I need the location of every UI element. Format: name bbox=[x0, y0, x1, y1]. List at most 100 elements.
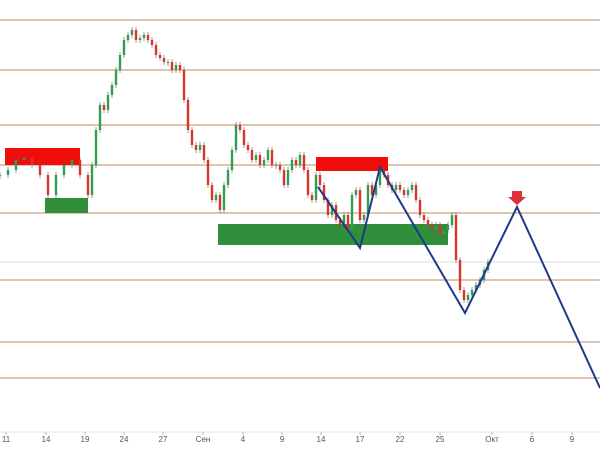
candle bbox=[186, 100, 190, 130]
candle bbox=[446, 225, 450, 230]
candle bbox=[350, 195, 354, 230]
candle bbox=[154, 45, 158, 55]
x-tick-label: Окт bbox=[485, 435, 499, 444]
candle bbox=[54, 175, 58, 195]
candle bbox=[158, 55, 162, 58]
candle bbox=[318, 175, 322, 185]
candle bbox=[254, 155, 258, 160]
candle bbox=[338, 220, 342, 225]
candle bbox=[86, 175, 90, 195]
candle bbox=[142, 35, 146, 38]
x-tick-label: 6 bbox=[530, 435, 535, 444]
candle bbox=[310, 195, 314, 200]
zone bbox=[316, 157, 388, 171]
candle bbox=[62, 165, 66, 175]
candle bbox=[250, 150, 254, 160]
x-tick-label: 19 bbox=[81, 435, 90, 444]
candle bbox=[214, 195, 218, 200]
candle bbox=[22, 158, 26, 160]
candle bbox=[374, 185, 378, 195]
candle bbox=[78, 160, 82, 175]
candle bbox=[402, 190, 406, 195]
candle bbox=[202, 145, 206, 160]
candle bbox=[342, 215, 346, 225]
candle bbox=[6, 170, 10, 175]
candle bbox=[266, 150, 270, 160]
candle bbox=[378, 170, 382, 185]
candle bbox=[94, 130, 98, 165]
candle bbox=[170, 62, 174, 70]
candle bbox=[470, 290, 474, 295]
candle bbox=[426, 220, 430, 225]
x-tick-label: 17 bbox=[356, 435, 365, 444]
candle bbox=[434, 225, 438, 230]
x-tick-label: 4 bbox=[241, 435, 246, 444]
candle bbox=[130, 30, 134, 35]
candle bbox=[46, 175, 50, 195]
candle bbox=[418, 200, 422, 215]
candle bbox=[138, 38, 142, 40]
candle bbox=[258, 155, 262, 165]
candle bbox=[274, 165, 278, 166]
candle bbox=[286, 170, 290, 185]
candle bbox=[102, 105, 106, 110]
candle bbox=[150, 40, 154, 45]
candle bbox=[218, 195, 222, 210]
candle bbox=[302, 155, 306, 170]
candle bbox=[14, 160, 18, 170]
candle bbox=[394, 185, 398, 190]
x-tick-label: 9 bbox=[280, 435, 285, 444]
candle bbox=[162, 58, 166, 62]
candle bbox=[194, 145, 198, 150]
candle bbox=[410, 185, 414, 190]
candle bbox=[206, 160, 210, 185]
candle bbox=[38, 165, 42, 175]
candle bbox=[462, 290, 466, 300]
candle bbox=[118, 55, 122, 70]
candle bbox=[98, 105, 102, 130]
candle bbox=[450, 215, 454, 225]
candle bbox=[134, 30, 138, 40]
candle bbox=[362, 215, 366, 220]
candle bbox=[174, 65, 178, 70]
candle bbox=[114, 70, 118, 85]
candle bbox=[178, 65, 182, 70]
candle bbox=[294, 160, 298, 165]
candle bbox=[30, 158, 34, 165]
candle bbox=[454, 215, 458, 260]
candle bbox=[322, 185, 326, 200]
x-tick-label: 9 bbox=[570, 435, 575, 444]
candle bbox=[166, 62, 170, 63]
candle bbox=[466, 295, 470, 300]
candle bbox=[210, 185, 214, 200]
candle bbox=[330, 205, 334, 215]
candle bbox=[438, 225, 442, 235]
candle bbox=[290, 160, 294, 170]
candle bbox=[370, 185, 374, 195]
candle bbox=[474, 285, 478, 290]
candle bbox=[458, 260, 462, 290]
zone bbox=[218, 224, 448, 245]
candle bbox=[354, 190, 358, 195]
candle bbox=[270, 150, 274, 165]
candle bbox=[110, 85, 114, 95]
x-tick-label: 25 bbox=[436, 435, 445, 444]
candle bbox=[282, 170, 286, 185]
zone bbox=[45, 198, 88, 213]
candle bbox=[442, 230, 446, 235]
candle bbox=[430, 225, 434, 230]
candle bbox=[414, 185, 418, 200]
candle bbox=[230, 150, 234, 170]
candle bbox=[242, 130, 246, 145]
candle bbox=[406, 190, 410, 195]
candle bbox=[190, 130, 194, 145]
candle bbox=[122, 40, 126, 55]
candle bbox=[222, 185, 226, 210]
candle bbox=[70, 160, 74, 165]
x-tick-label: 27 bbox=[159, 435, 168, 444]
candle bbox=[358, 190, 362, 220]
candle bbox=[90, 165, 94, 195]
candle bbox=[198, 145, 202, 150]
